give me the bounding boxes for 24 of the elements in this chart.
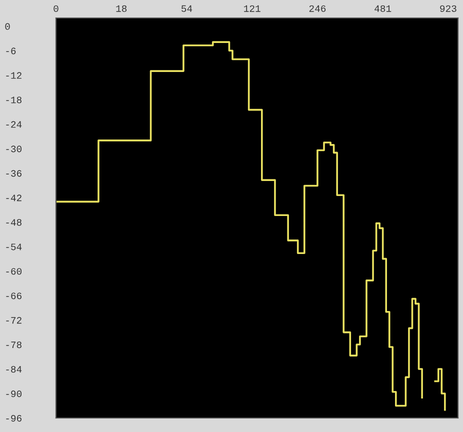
y-tick-label: -12 — [6, 72, 22, 79]
y-tick-label: -24 — [6, 121, 22, 128]
x-tick-label: 246 — [309, 5, 326, 12]
y-tick-label: -48 — [6, 219, 22, 226]
x-tick-label: 121 — [244, 5, 260, 12]
y-tick-label: -36 — [6, 170, 22, 177]
y-tick-label: -66 — [6, 292, 22, 300]
y-tick-label: 0 — [5, 23, 10, 30]
x-tick-label: 54 — [182, 5, 192, 12]
y-tick-label: -6 — [6, 48, 16, 54]
y-tick-label: -42 — [6, 194, 22, 202]
y-tick-label: -60 — [6, 268, 22, 275]
y-tick-label: -90 — [6, 390, 22, 398]
y-tick-label: -84 — [6, 366, 22, 373]
y-tick-label: -18 — [6, 96, 22, 104]
x-tick-label: 481 — [374, 5, 392, 12]
x-tick-label: 18 — [116, 5, 127, 12]
x-tick-label: 923 — [440, 5, 456, 12]
y-tick-label: -72 — [6, 317, 22, 324]
x-tick-label: 0 — [54, 5, 58, 12]
y-tick-label: -30 — [6, 146, 22, 152]
y-tick-label: -78 — [6, 342, 22, 348]
y-tick-label: -54 — [6, 244, 22, 250]
y-tick-label: -96 — [6, 415, 22, 422]
